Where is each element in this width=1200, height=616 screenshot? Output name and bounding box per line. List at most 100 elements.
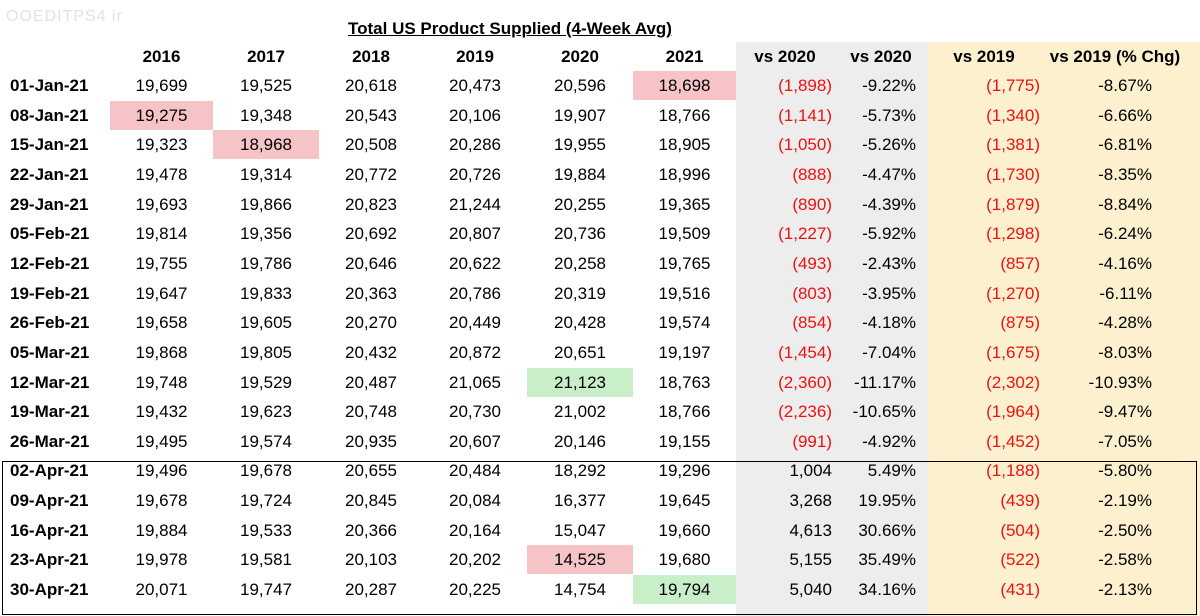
data-cell-y2019[interactable]: 20,807	[449, 224, 501, 244]
row-date-cell[interactable]: 30-Apr-21	[10, 580, 89, 600]
data-cell-y2016[interactable]: 19,748	[135, 372, 188, 392]
data-cell-vs2020pct[interactable]: -2.43%	[862, 253, 916, 273]
data-cell-vs2019pct[interactable]: -10.93%	[1088, 372, 1152, 392]
row-date-cell[interactable]: 23-Apr-21	[10, 550, 89, 570]
data-cell-y2019[interactable]: 20,730	[449, 402, 501, 422]
data-cell-vs2019[interactable]: (522)	[1000, 550, 1040, 570]
data-cell-y2020[interactable]: 15,047	[554, 520, 606, 540]
data-cell-y2018[interactable]: 20,618	[345, 76, 397, 95]
data-cell-y2019[interactable]: 20,726	[449, 164, 501, 184]
data-cell-vs2019pct[interactable]: -7.05%	[1098, 431, 1152, 451]
row-date-cell[interactable]: 08-Jan-21	[10, 105, 89, 125]
data-cell-y2020[interactable]: 21,123	[527, 367, 633, 397]
data-cell-y2018[interactable]: 20,103	[345, 550, 397, 570]
data-cell-vs2020[interactable]: 3,268	[789, 491, 832, 511]
data-cell-vs2019pct[interactable]: -2.58%	[1098, 550, 1152, 570]
data-cell-vs2019pct[interactable]: -8.35%	[1098, 164, 1152, 184]
row-date-cell[interactable]: 26-Mar-21	[10, 431, 90, 451]
data-cell-vs2020[interactable]: (493)	[792, 253, 832, 273]
data-cell-vs2020[interactable]: (888)	[792, 164, 832, 184]
data-cell-vs2019[interactable]: (504)	[1000, 520, 1040, 540]
data-cell-y2018[interactable]: 20,845	[345, 491, 397, 511]
row-date-cell[interactable]: 19-Mar-21	[10, 402, 90, 422]
data-cell-y2021[interactable]: 19,365	[658, 194, 711, 214]
data-cell-vs2020pct[interactable]: -5.73%	[862, 105, 916, 125]
row-date-cell[interactable]: 15-Jan-21	[10, 135, 89, 155]
data-cell-y2018[interactable]: 20,935	[345, 431, 397, 451]
data-cell-vs2019[interactable]: (875)	[1000, 313, 1040, 333]
data-cell-y2019[interactable]: 20,225	[449, 580, 501, 600]
data-cell-vs2020[interactable]: (1,141)	[778, 105, 832, 125]
data-cell-y2021[interactable]: 19,680	[658, 550, 711, 570]
data-cell-y2017[interactable]: 19,678	[240, 461, 292, 481]
row-date-cell[interactable]: 05-Feb-21	[10, 224, 90, 244]
data-cell-vs2019[interactable]: (1,964)	[986, 402, 1040, 422]
data-cell-y2021[interactable]: 18,766	[658, 105, 711, 125]
data-cell-vs2020[interactable]: (1,227)	[778, 224, 832, 244]
data-cell-y2017[interactable]: 19,747	[240, 580, 292, 600]
data-cell-vs2020pct[interactable]: -10.65%	[852, 402, 916, 422]
data-cell-vs2019[interactable]: (1,879)	[986, 194, 1040, 214]
header-cell[interactable]: vs 2019 (% Chg)	[1049, 47, 1181, 66]
data-cell-vs2019pct[interactable]: -2.19%	[1098, 491, 1152, 511]
data-cell-y2021[interactable]: 18,698	[633, 71, 736, 100]
row-date-cell[interactable]: 12-Mar-21	[10, 372, 90, 392]
row-date-cell[interactable]: 09-Apr-21	[10, 491, 89, 511]
data-cell-vs2020pct[interactable]: -5.92%	[862, 224, 916, 244]
header-cell[interactable]: 2020	[561, 47, 599, 66]
data-cell-y2016[interactable]: 19,978	[135, 550, 188, 570]
data-cell-y2021[interactable]: 18,905	[658, 135, 711, 155]
data-cell-vs2020pct[interactable]: 5.49%	[867, 461, 916, 481]
data-cell-vs2020[interactable]: (1,050)	[778, 135, 832, 155]
row-date-cell[interactable]: 29-Jan-21	[10, 194, 89, 214]
data-cell-y2016[interactable]: 19,658	[135, 313, 188, 333]
data-cell-vs2020[interactable]: (2,236)	[778, 402, 832, 422]
data-cell-y2017[interactable]: 18,968	[213, 130, 319, 160]
row-date-cell[interactable]: 02-Apr-21	[10, 461, 89, 481]
data-cell-vs2020[interactable]: (1,454)	[778, 342, 832, 362]
data-cell-vs2019pct[interactable]: -6.66%	[1098, 105, 1152, 125]
data-cell-y2017[interactable]: 19,581	[240, 550, 292, 570]
data-cell-y2017[interactable]: 19,605	[240, 313, 292, 333]
data-cell-y2021[interactable]: 18,996	[658, 164, 711, 184]
row-date-cell[interactable]: 26-Feb-21	[10, 313, 90, 333]
header-cell[interactable]: vs 2019	[953, 47, 1015, 66]
data-cell-y2018[interactable]: 20,692	[345, 224, 397, 244]
data-cell-y2016[interactable]: 19,884	[135, 520, 188, 540]
data-cell-vs2020pct[interactable]: -4.47%	[862, 164, 916, 184]
data-cell-vs2019[interactable]: (1,381)	[986, 135, 1040, 155]
data-cell-vs2019pct[interactable]: -8.67%	[1098, 76, 1152, 95]
row-date-cell[interactable]: 01-Jan-21	[10, 76, 89, 95]
data-cell-y2016[interactable]: 19,496	[135, 461, 188, 481]
data-cell-y2021[interactable]: 19,794	[633, 575, 736, 605]
data-cell-y2016[interactable]: 19,275	[110, 100, 213, 130]
data-cell-vs2019[interactable]: (1,340)	[986, 105, 1040, 125]
data-cell-vs2019[interactable]: (439)	[1000, 491, 1040, 511]
data-cell-y2019[interactable]: 20,622	[449, 253, 501, 273]
data-cell-y2018[interactable]: 20,270	[345, 313, 397, 333]
data-cell-y2020[interactable]: 19,907	[554, 105, 606, 125]
data-cell-vs2019[interactable]: (857)	[1000, 253, 1040, 273]
data-cell-vs2020[interactable]: (991)	[792, 431, 832, 451]
data-cell-y2019[interactable]: 20,872	[449, 342, 501, 362]
data-cell-y2018[interactable]: 20,823	[345, 194, 397, 214]
data-cell-vs2019[interactable]: (1,452)	[986, 431, 1040, 451]
data-cell-y2016[interactable]: 19,814	[135, 224, 188, 244]
data-cell-vs2020pct[interactable]: 34.16%	[858, 580, 916, 600]
data-cell-vs2019[interactable]: (1,775)	[986, 76, 1040, 95]
data-cell-y2021[interactable]: 18,763	[658, 372, 711, 392]
data-cell-y2017[interactable]: 19,574	[240, 431, 292, 451]
data-cell-y2019[interactable]: 20,607	[449, 431, 501, 451]
data-cell-vs2019pct[interactable]: -8.84%	[1098, 194, 1152, 214]
data-cell-y2019[interactable]: 21,065	[449, 372, 501, 392]
data-cell-vs2019pct[interactable]: -4.28%	[1098, 313, 1152, 333]
data-cell-y2017[interactable]: 19,786	[240, 253, 292, 273]
data-cell-y2021[interactable]: 19,645	[658, 491, 711, 511]
data-cell-y2017[interactable]: 19,866	[240, 194, 292, 214]
data-cell-vs2019pct[interactable]: -6.24%	[1098, 224, 1152, 244]
data-cell-y2021[interactable]: 19,660	[658, 520, 711, 540]
data-cell-y2017[interactable]: 19,805	[240, 342, 292, 362]
data-cell-y2019[interactable]: 20,202	[449, 550, 501, 570]
data-cell-vs2020[interactable]: (2,360)	[778, 372, 832, 392]
data-cell-y2019[interactable]: 20,106	[449, 105, 501, 125]
